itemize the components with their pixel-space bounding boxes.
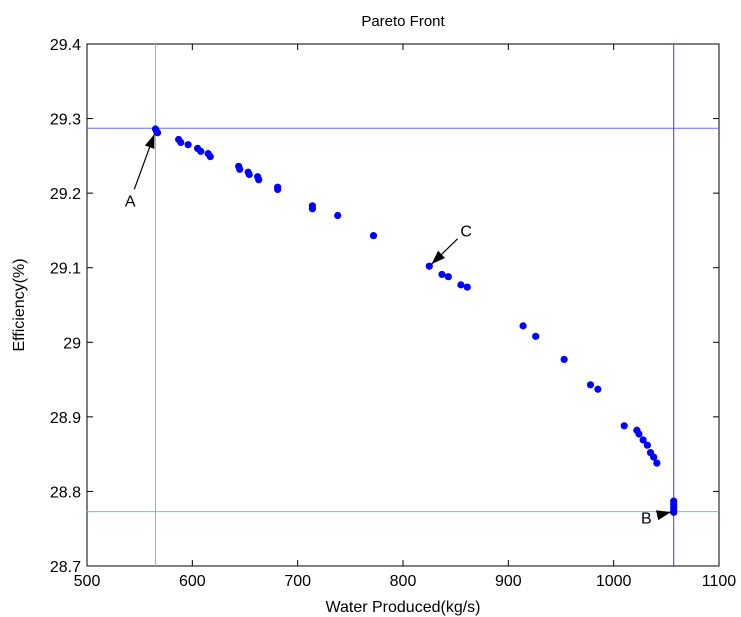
data-point xyxy=(245,170,253,179)
x-tick-label: 700 xyxy=(284,573,311,590)
annotation-arrow-head xyxy=(431,250,446,265)
data-point xyxy=(444,273,452,281)
data-point xyxy=(274,185,282,194)
data-point xyxy=(635,430,643,438)
x-tick-label: 800 xyxy=(390,573,417,590)
data-point xyxy=(334,211,342,220)
data-points xyxy=(151,125,678,516)
y-tick-label: 29.3 xyxy=(50,112,81,129)
data-point xyxy=(519,322,527,330)
reference-lines xyxy=(87,44,719,566)
data-point xyxy=(560,355,568,364)
y-axis-label: Efficiency(%) xyxy=(11,258,28,351)
plot-area xyxy=(86,43,720,567)
x-axis-label: Water Produced(kg/s) xyxy=(325,599,480,616)
data-point xyxy=(586,381,595,389)
data-point xyxy=(653,459,661,467)
data-point xyxy=(463,283,471,291)
chart-title: Pareto Front xyxy=(361,13,445,30)
data-point xyxy=(438,270,446,279)
annotation-arrow-head xyxy=(144,134,155,149)
data-point xyxy=(206,153,214,161)
data-point xyxy=(620,422,628,430)
data-point xyxy=(670,508,678,516)
annotation-arrow-head xyxy=(656,510,671,521)
data-point xyxy=(369,232,378,240)
data-point xyxy=(532,332,540,340)
annotation-label: A xyxy=(125,194,136,211)
data-point xyxy=(153,129,162,137)
y-tick-label: 29.4 xyxy=(50,37,81,54)
data-point xyxy=(184,141,192,149)
data-point xyxy=(650,453,658,461)
x-tick-label: 1000 xyxy=(596,573,632,590)
data-point xyxy=(197,147,205,155)
annotation-label: C xyxy=(460,223,472,240)
data-point xyxy=(308,205,317,213)
data-point xyxy=(177,138,185,147)
x-tick-label: 1100 xyxy=(702,573,737,590)
data-point xyxy=(643,441,651,449)
data-point xyxy=(457,281,465,289)
y-tick-label: 29.1 xyxy=(50,261,81,278)
y-tick-label: 29.2 xyxy=(50,186,81,203)
x-tick-label: 900 xyxy=(495,573,522,590)
data-point xyxy=(255,176,263,184)
annotations: A B C xyxy=(125,133,671,528)
annotation-label: B xyxy=(641,511,652,528)
x-tick-label: 600 xyxy=(179,573,206,590)
y-tick-label: 28.8 xyxy=(50,484,81,501)
y-tick-label: 29 xyxy=(63,335,81,352)
y-tick-label: 28.7 xyxy=(50,559,81,576)
data-point xyxy=(236,165,244,173)
axis-ticks: 500 600 700 800 900 1000 1100 28.7 28.8 28.9 29 29.… xyxy=(50,37,736,590)
data-point xyxy=(639,436,647,444)
y-tick-label: 28.9 xyxy=(50,410,81,427)
data-point xyxy=(425,262,433,270)
x-tick-label: 500 xyxy=(74,573,101,590)
data-point xyxy=(594,385,602,393)
